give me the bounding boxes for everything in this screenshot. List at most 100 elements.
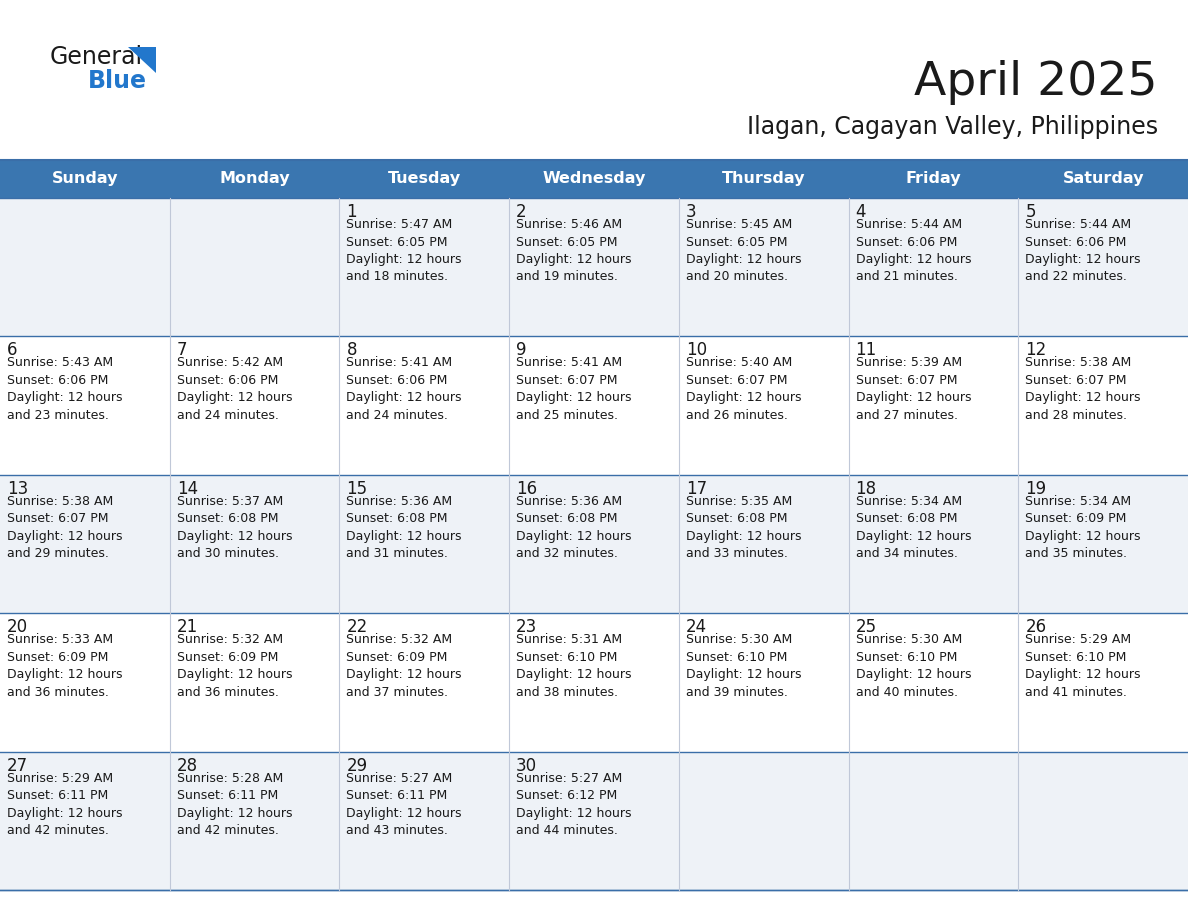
Bar: [170, 475, 340, 613]
Text: Sunrise: 5:38 AM
Sunset: 6:07 PM
Daylight: 12 hours
and 28 minutes.: Sunrise: 5:38 AM Sunset: 6:07 PM Dayligh…: [1025, 356, 1140, 422]
Text: Sunrise: 5:43 AM
Sunset: 6:06 PM
Daylight: 12 hours
and 23 minutes.: Sunrise: 5:43 AM Sunset: 6:06 PM Dayligh…: [7, 356, 122, 422]
Bar: [848, 752, 1018, 890]
Text: Sunrise: 5:34 AM
Sunset: 6:09 PM
Daylight: 12 hours
and 35 minutes.: Sunrise: 5:34 AM Sunset: 6:09 PM Dayligh…: [1025, 495, 1140, 560]
Text: Sunrise: 5:29 AM
Sunset: 6:11 PM
Daylight: 12 hours
and 42 minutes.: Sunrise: 5:29 AM Sunset: 6:11 PM Dayligh…: [7, 772, 122, 837]
Text: 27: 27: [7, 756, 29, 775]
Bar: [340, 336, 510, 475]
Text: 6: 6: [7, 341, 18, 360]
Text: Sunrise: 5:34 AM
Sunset: 6:08 PM
Daylight: 12 hours
and 34 minutes.: Sunrise: 5:34 AM Sunset: 6:08 PM Dayligh…: [855, 495, 971, 560]
Text: 7: 7: [177, 341, 188, 360]
Bar: [678, 475, 848, 613]
Text: 23: 23: [516, 618, 537, 636]
Text: Sunrise: 5:40 AM
Sunset: 6:07 PM
Daylight: 12 hours
and 26 minutes.: Sunrise: 5:40 AM Sunset: 6:07 PM Dayligh…: [685, 356, 802, 422]
Bar: [0, 336, 170, 475]
Bar: [678, 752, 848, 890]
Text: 19: 19: [1025, 480, 1047, 498]
Text: 26: 26: [1025, 618, 1047, 636]
Bar: [510, 752, 678, 890]
Text: Friday: Friday: [905, 172, 961, 186]
Text: Sunrise: 5:33 AM
Sunset: 6:09 PM
Daylight: 12 hours
and 36 minutes.: Sunrise: 5:33 AM Sunset: 6:09 PM Dayligh…: [7, 633, 122, 699]
Bar: [848, 613, 1018, 752]
Text: Sunrise: 5:39 AM
Sunset: 6:07 PM
Daylight: 12 hours
and 27 minutes.: Sunrise: 5:39 AM Sunset: 6:07 PM Dayligh…: [855, 356, 971, 422]
Text: Sunrise: 5:31 AM
Sunset: 6:10 PM
Daylight: 12 hours
and 38 minutes.: Sunrise: 5:31 AM Sunset: 6:10 PM Dayligh…: [516, 633, 632, 699]
Text: Sunrise: 5:46 AM
Sunset: 6:05 PM
Daylight: 12 hours
and 19 minutes.: Sunrise: 5:46 AM Sunset: 6:05 PM Dayligh…: [516, 218, 632, 284]
Text: Sunday: Sunday: [51, 172, 118, 186]
Bar: [510, 475, 678, 613]
Text: Sunrise: 5:36 AM
Sunset: 6:08 PM
Daylight: 12 hours
and 32 minutes.: Sunrise: 5:36 AM Sunset: 6:08 PM Dayligh…: [516, 495, 632, 560]
Text: Sunrise: 5:44 AM
Sunset: 6:06 PM
Daylight: 12 hours
and 22 minutes.: Sunrise: 5:44 AM Sunset: 6:06 PM Dayligh…: [1025, 218, 1140, 284]
Bar: [340, 198, 510, 336]
Bar: [510, 613, 678, 752]
Text: 10: 10: [685, 341, 707, 360]
Text: 4: 4: [855, 203, 866, 221]
Text: Sunrise: 5:27 AM
Sunset: 6:11 PM
Daylight: 12 hours
and 43 minutes.: Sunrise: 5:27 AM Sunset: 6:11 PM Dayligh…: [347, 772, 462, 837]
Text: 28: 28: [177, 756, 198, 775]
Text: 8: 8: [347, 341, 356, 360]
Bar: [1018, 475, 1188, 613]
Text: 9: 9: [516, 341, 526, 360]
Text: 14: 14: [177, 480, 198, 498]
Bar: [170, 198, 340, 336]
Bar: [0, 198, 170, 336]
Bar: [848, 336, 1018, 475]
Text: Sunrise: 5:35 AM
Sunset: 6:08 PM
Daylight: 12 hours
and 33 minutes.: Sunrise: 5:35 AM Sunset: 6:08 PM Dayligh…: [685, 495, 802, 560]
Bar: [1018, 336, 1188, 475]
Bar: [340, 475, 510, 613]
Text: Saturday: Saturday: [1062, 172, 1144, 186]
Text: 13: 13: [7, 480, 29, 498]
Text: Sunrise: 5:32 AM
Sunset: 6:09 PM
Daylight: 12 hours
and 36 minutes.: Sunrise: 5:32 AM Sunset: 6:09 PM Dayligh…: [177, 633, 292, 699]
Text: Sunrise: 5:28 AM
Sunset: 6:11 PM
Daylight: 12 hours
and 42 minutes.: Sunrise: 5:28 AM Sunset: 6:11 PM Dayligh…: [177, 772, 292, 837]
Text: Sunrise: 5:41 AM
Sunset: 6:06 PM
Daylight: 12 hours
and 24 minutes.: Sunrise: 5:41 AM Sunset: 6:06 PM Dayligh…: [347, 356, 462, 422]
Bar: [340, 752, 510, 890]
Text: 22: 22: [347, 618, 367, 636]
Text: Sunrise: 5:30 AM
Sunset: 6:10 PM
Daylight: 12 hours
and 39 minutes.: Sunrise: 5:30 AM Sunset: 6:10 PM Dayligh…: [685, 633, 802, 699]
Text: Sunrise: 5:29 AM
Sunset: 6:10 PM
Daylight: 12 hours
and 41 minutes.: Sunrise: 5:29 AM Sunset: 6:10 PM Dayligh…: [1025, 633, 1140, 699]
Bar: [0, 613, 170, 752]
Text: Thursday: Thursday: [722, 172, 805, 186]
Text: 5: 5: [1025, 203, 1036, 221]
Text: 12: 12: [1025, 341, 1047, 360]
Bar: [340, 613, 510, 752]
Text: Wednesday: Wednesday: [542, 172, 646, 186]
Text: Tuesday: Tuesday: [387, 172, 461, 186]
Text: April 2025: April 2025: [915, 60, 1158, 105]
Bar: [510, 198, 678, 336]
Text: 18: 18: [855, 480, 877, 498]
Text: Sunrise: 5:44 AM
Sunset: 6:06 PM
Daylight: 12 hours
and 21 minutes.: Sunrise: 5:44 AM Sunset: 6:06 PM Dayligh…: [855, 218, 971, 284]
Bar: [510, 336, 678, 475]
Text: 3: 3: [685, 203, 696, 221]
Text: Sunrise: 5:32 AM
Sunset: 6:09 PM
Daylight: 12 hours
and 37 minutes.: Sunrise: 5:32 AM Sunset: 6:09 PM Dayligh…: [347, 633, 462, 699]
Bar: [170, 752, 340, 890]
Text: 16: 16: [516, 480, 537, 498]
Text: Sunrise: 5:30 AM
Sunset: 6:10 PM
Daylight: 12 hours
and 40 minutes.: Sunrise: 5:30 AM Sunset: 6:10 PM Dayligh…: [855, 633, 971, 699]
Bar: [1018, 198, 1188, 336]
Text: 1: 1: [347, 203, 358, 221]
Text: Sunrise: 5:36 AM
Sunset: 6:08 PM
Daylight: 12 hours
and 31 minutes.: Sunrise: 5:36 AM Sunset: 6:08 PM Dayligh…: [347, 495, 462, 560]
Bar: [678, 198, 848, 336]
Text: Sunrise: 5:47 AM
Sunset: 6:05 PM
Daylight: 12 hours
and 18 minutes.: Sunrise: 5:47 AM Sunset: 6:05 PM Dayligh…: [347, 218, 462, 284]
Text: Monday: Monday: [220, 172, 290, 186]
Text: Sunrise: 5:42 AM
Sunset: 6:06 PM
Daylight: 12 hours
and 24 minutes.: Sunrise: 5:42 AM Sunset: 6:06 PM Dayligh…: [177, 356, 292, 422]
Text: 20: 20: [7, 618, 29, 636]
Text: 2: 2: [516, 203, 526, 221]
Text: 17: 17: [685, 480, 707, 498]
Text: 21: 21: [177, 618, 198, 636]
Bar: [1018, 613, 1188, 752]
Text: Sunrise: 5:45 AM
Sunset: 6:05 PM
Daylight: 12 hours
and 20 minutes.: Sunrise: 5:45 AM Sunset: 6:05 PM Dayligh…: [685, 218, 802, 284]
Text: 24: 24: [685, 618, 707, 636]
Bar: [678, 613, 848, 752]
Text: 25: 25: [855, 618, 877, 636]
Bar: [170, 613, 340, 752]
Text: 30: 30: [516, 756, 537, 775]
Bar: [678, 336, 848, 475]
Text: Sunrise: 5:27 AM
Sunset: 6:12 PM
Daylight: 12 hours
and 44 minutes.: Sunrise: 5:27 AM Sunset: 6:12 PM Dayligh…: [516, 772, 632, 837]
Polygon shape: [128, 47, 156, 73]
Bar: [0, 752, 170, 890]
Text: 11: 11: [855, 341, 877, 360]
Bar: [1018, 752, 1188, 890]
Text: Blue: Blue: [88, 69, 147, 93]
Bar: [170, 336, 340, 475]
Bar: [0, 160, 1188, 198]
Text: Sunrise: 5:38 AM
Sunset: 6:07 PM
Daylight: 12 hours
and 29 minutes.: Sunrise: 5:38 AM Sunset: 6:07 PM Dayligh…: [7, 495, 122, 560]
Bar: [0, 475, 170, 613]
